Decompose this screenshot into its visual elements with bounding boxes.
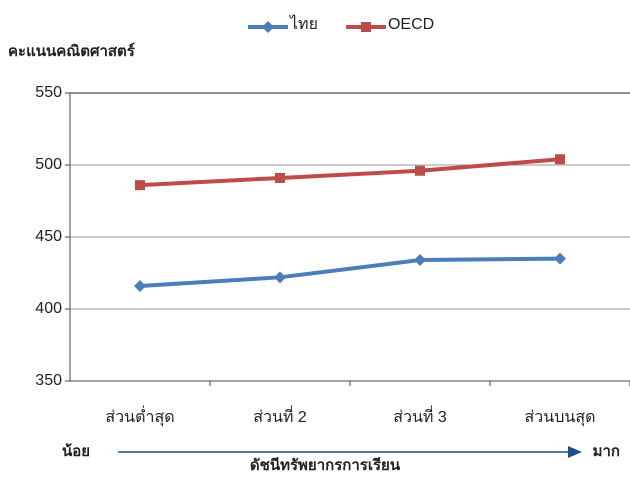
x-axis-label: ดัชนีทรัพยากรการเรียน: [250, 457, 401, 474]
marker: [135, 180, 145, 191]
legend-label: OECD: [388, 16, 434, 33]
annotation-high: มาก: [593, 443, 620, 460]
marker: [554, 252, 566, 265]
y-tick-label: 450: [35, 228, 62, 245]
series-line: [139, 256, 561, 288]
y-tick-label: 500: [35, 156, 62, 173]
x-tick-label: ส่วนต่ำสุด: [105, 405, 174, 427]
x-tick-label: ส่วนบนสุด: [525, 409, 596, 427]
marker: [555, 154, 565, 165]
y-tick-label: 350: [35, 372, 62, 389]
marker: [360, 22, 371, 32]
y-axis-label: คะแนนคณิตศาสตร์: [8, 42, 136, 60]
annotation-low: น้อย: [62, 443, 90, 460]
arrow-head: [568, 446, 582, 458]
marker: [134, 279, 146, 292]
marker: [275, 172, 285, 183]
x-tick-label: ส่วนที่ 3: [393, 405, 447, 426]
y-tick-label: 400: [35, 300, 62, 317]
marker: [274, 271, 286, 284]
x-tick-label: ส่วนที่ 2: [253, 405, 307, 426]
series-line: [139, 157, 561, 188]
marker: [414, 254, 426, 267]
marker: [262, 21, 274, 33]
marker: [415, 165, 425, 176]
legend-label: ไทย: [288, 14, 318, 33]
y-tick-label: 550: [35, 84, 62, 101]
